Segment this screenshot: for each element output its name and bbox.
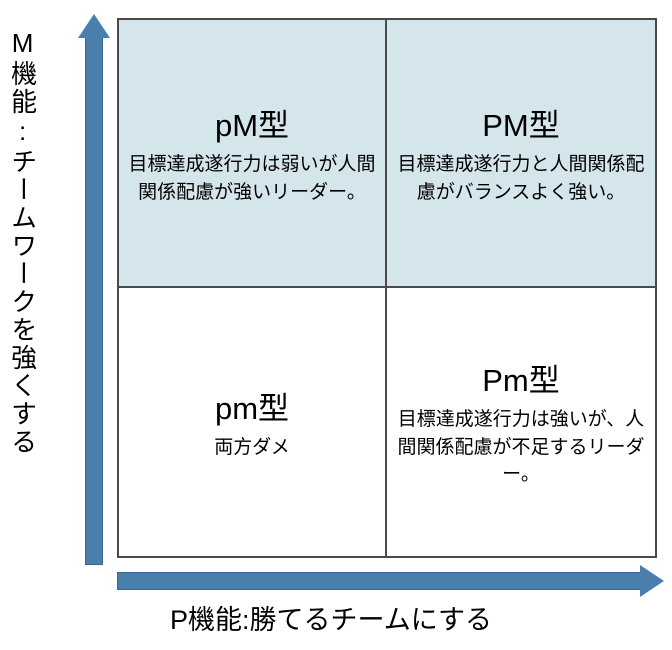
pm-theory-matrix: M機能:チームワークを強くする pM型 目標達成遂行力は弱いが人間関係配慮が強い… [0, 0, 672, 650]
matrix-grid: pM型 目標達成遂行力は弱いが人間関係配慮が強いリーダー。 PM型 目標達成遂行… [117, 18, 657, 558]
quadrant-pM: pM型 目標達成遂行力は弱いが人間関係配慮が強いリーダー。 [117, 18, 387, 288]
y-axis-label: M機能:チームワークを強くする [8, 28, 37, 456]
x-axis-label: P機能:勝てるチームにする [170, 598, 492, 637]
quadrant-pm: pm型 両方ダメ [117, 288, 387, 558]
y-axis-arrow-head-icon [78, 14, 110, 38]
quadrant-Pm: Pm型 目標達成遂行力は強いが、人間関係配慮が不足するリーダー。 [387, 288, 657, 558]
quadrant-title: pM型 [215, 100, 289, 145]
y-axis-arrow-shaft [85, 35, 103, 565]
quadrant-desc: 目標達成遂行力は強いが、人間関係配慮が不足するリーダー。 [395, 406, 647, 489]
x-axis-arrow-shaft [117, 572, 642, 590]
x-axis-arrow-head-icon [640, 565, 664, 597]
quadrant-desc: 目標達成遂行力と人間関係配慮がバランスよく強い。 [395, 151, 647, 206]
quadrant-title: PM型 [482, 100, 560, 145]
quadrant-PM: PM型 目標達成遂行力と人間関係配慮がバランスよく強い。 [387, 18, 657, 288]
quadrant-title: pm型 [215, 383, 289, 428]
quadrant-desc: 両方ダメ [214, 434, 289, 462]
quadrant-desc: 目標達成遂行力は弱いが人間関係配慮が強いリーダー。 [127, 151, 377, 206]
quadrant-title: Pm型 [482, 355, 560, 400]
